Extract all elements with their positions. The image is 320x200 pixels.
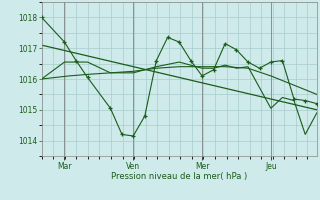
X-axis label: Pression niveau de la mer( hPa ): Pression niveau de la mer( hPa ) <box>111 172 247 181</box>
